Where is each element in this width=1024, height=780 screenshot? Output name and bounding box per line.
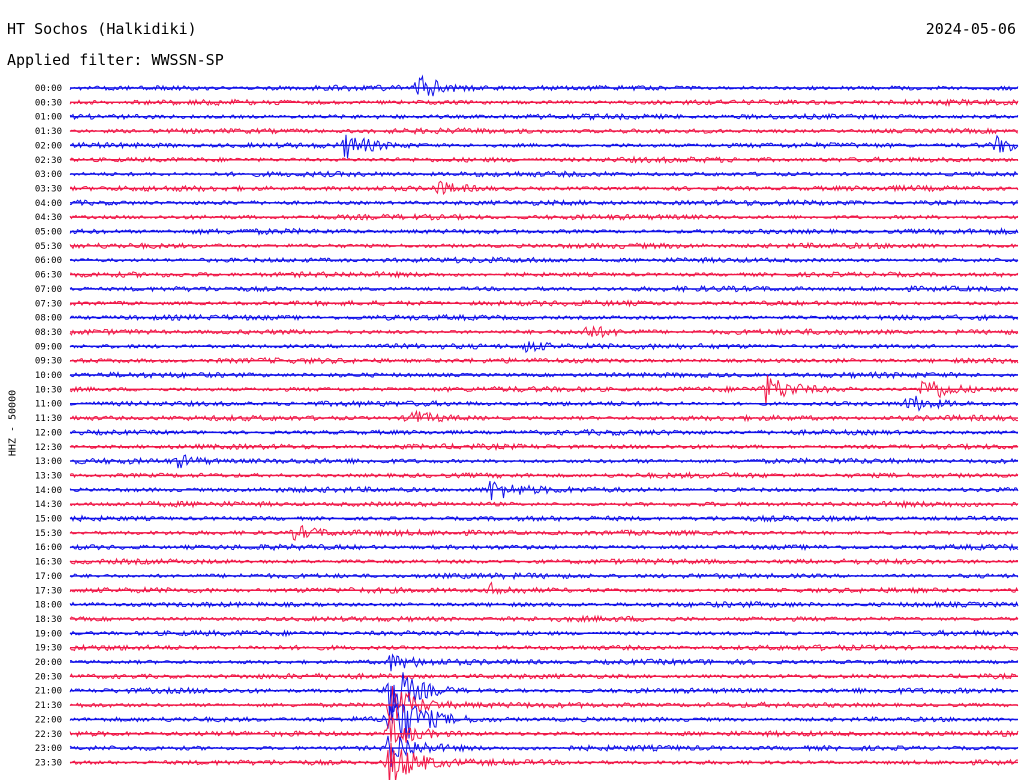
row-label-1800: 18:00	[35, 601, 62, 611]
row-label-1730: 17:30	[35, 586, 62, 596]
row-label-0500: 05:00	[35, 228, 62, 238]
row-label-0630: 06:30	[35, 271, 62, 281]
row-label-0700: 07:00	[35, 285, 62, 295]
trace-1730	[69, 581, 1019, 596]
row-label-1100: 11:00	[35, 400, 62, 410]
row-label-2100: 21:00	[35, 687, 62, 697]
row-label-1400: 14:00	[35, 486, 62, 496]
row-label-1830: 18:30	[35, 615, 62, 625]
row-label-2130: 21:30	[35, 701, 62, 711]
row-label-2200: 22:00	[35, 715, 62, 725]
row-label-1000: 10:00	[35, 371, 62, 381]
row-label-2230: 22:30	[35, 730, 62, 740]
trace-0000	[69, 74, 1019, 97]
trace-0200	[69, 134, 1019, 159]
row-label-1200: 12:00	[35, 428, 62, 438]
trace-0530	[69, 241, 1019, 250]
trace-0330	[70, 180, 1019, 196]
row-label-0900: 09:00	[35, 342, 62, 352]
row-label-2300: 23:00	[35, 744, 62, 754]
row-label-0730: 07:30	[35, 299, 62, 309]
row-label-0000: 00:00	[35, 84, 62, 94]
row-label-0130: 01:30	[35, 127, 62, 137]
trace-2300	[69, 735, 1019, 767]
row-label-0830: 08:30	[35, 328, 62, 338]
row-label-1330: 13:30	[35, 471, 62, 481]
row-label-1430: 14:30	[35, 500, 62, 510]
row-label-0400: 04:00	[35, 199, 62, 209]
trace-0700	[69, 284, 1019, 294]
row-label-1530: 15:30	[35, 529, 62, 539]
trace-1030	[69, 375, 1019, 406]
row-label-0030: 00:30	[35, 98, 62, 108]
row-label-1600: 16:00	[35, 543, 62, 553]
row-label-1300: 13:00	[35, 457, 62, 467]
trace-1130	[69, 409, 1018, 423]
row-label-0300: 03:00	[35, 170, 62, 180]
trace-2100	[69, 672, 1019, 717]
row-label-1900: 19:00	[35, 629, 62, 639]
row-label-1630: 16:30	[35, 558, 62, 568]
applied-filter: Applied filter: WWSSN-SP	[7, 51, 224, 69]
row-label-0200: 02:00	[35, 141, 62, 151]
row-label-1500: 15:00	[35, 515, 62, 525]
row-label-0930: 09:30	[35, 357, 62, 367]
row-label-0800: 08:00	[35, 314, 62, 324]
trace-1400	[69, 480, 1019, 501]
plot-date: 2024-05-06	[925, 20, 1016, 38]
row-label-0230: 02:30	[35, 156, 62, 166]
row-label-0100: 01:00	[35, 113, 62, 123]
row-label-2000: 20:00	[35, 658, 62, 668]
row-label-1700: 17:00	[35, 572, 62, 582]
row-label-1130: 11:30	[35, 414, 62, 424]
row-label-0330: 03:30	[35, 184, 62, 194]
row-label-0530: 05:30	[35, 242, 62, 252]
trace-1630	[69, 557, 1019, 566]
station-title: HT Sochos (Halkidiki)	[7, 20, 197, 38]
trace-2230	[69, 715, 1019, 744]
row-label-1030: 10:30	[35, 385, 62, 395]
trace-2000	[70, 653, 1019, 672]
row-label-2030: 20:30	[35, 672, 62, 682]
row-label-0600: 06:00	[35, 256, 62, 266]
row-label-0430: 04:30	[35, 213, 62, 223]
row-label-1930: 19:30	[35, 644, 62, 654]
row-label-2330: 23:30	[35, 758, 62, 768]
row-label-1230: 12:30	[35, 443, 62, 453]
